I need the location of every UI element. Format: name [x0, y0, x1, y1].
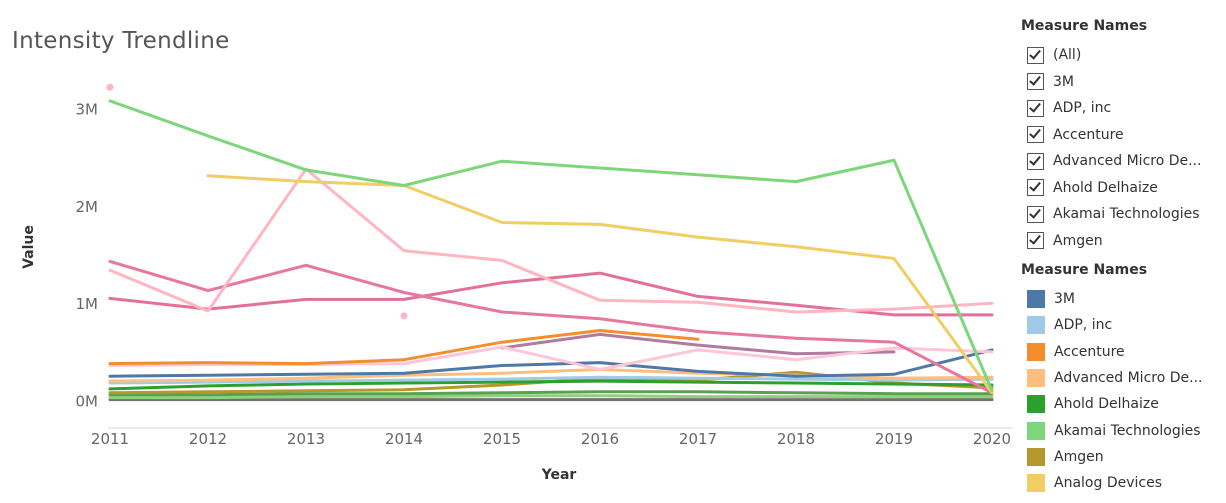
- legend-swatch: [1027, 395, 1045, 414]
- checkbox-checked-icon[interactable]: [1027, 205, 1044, 223]
- y-tick-label: 2M: [76, 198, 99, 216]
- y-tick-label: 0M: [76, 393, 99, 411]
- x-tick-label: 2019: [875, 430, 913, 448]
- checkbox-checked-icon[interactable]: [1027, 99, 1044, 117]
- legend-swatch: [1027, 290, 1045, 309]
- legend-item[interactable]: ADP, inc: [1021, 312, 1221, 338]
- data-point: [106, 83, 114, 91]
- series-line: [108, 394, 994, 400]
- checkbox-checked-icon[interactable]: [1027, 126, 1044, 144]
- x-tick-label: 2018: [777, 430, 815, 448]
- filter-item-label: (All): [1053, 47, 1082, 64]
- legend-item-label: Accenture: [1054, 343, 1125, 360]
- series-line: [500, 332, 896, 356]
- checkbox-checked-icon[interactable]: [1027, 152, 1044, 170]
- series-line: [108, 167, 994, 314]
- filter-item-label: ADP, inc: [1053, 100, 1112, 117]
- series-line: [206, 174, 994, 395]
- series-line: [108, 375, 994, 385]
- y-tick-label: 1M: [76, 295, 99, 313]
- legend-swatch: [1027, 421, 1045, 440]
- legend-item[interactable]: Accenture: [1021, 339, 1221, 365]
- x-axis-title: Year: [541, 467, 577, 483]
- checkbox-checked-icon[interactable]: [1027, 179, 1044, 197]
- legend-item-label: Analog Devices: [1054, 475, 1162, 492]
- legend-swatch: [1027, 369, 1045, 388]
- x-tick-label: 2011: [91, 430, 129, 448]
- legend-item-label: ADP, inc: [1054, 317, 1113, 334]
- filter-item-label: Ahold Delhaize: [1053, 179, 1158, 196]
- legend-swatch: [1027, 342, 1045, 361]
- filter-item[interactable]: ADP, inc: [1021, 95, 1221, 122]
- x-tick-label: 2020: [973, 430, 1011, 448]
- y-tick-label: 3M: [76, 101, 99, 119]
- series-line: [108, 99, 994, 393]
- filter-item-label: Akamai Technologies: [1053, 206, 1200, 223]
- series-line: [108, 379, 994, 391]
- x-tick-label: 2012: [189, 430, 227, 448]
- filter-item-label: Accenture: [1053, 126, 1124, 143]
- x-tick-label: 2015: [483, 430, 521, 448]
- legend-item[interactable]: Analog Devices: [1021, 470, 1221, 496]
- filter-item[interactable]: Ahold Delhaize: [1021, 175, 1221, 202]
- legend-item-label: 3M: [1054, 291, 1075, 308]
- legend-item-label: Advanced Micro De...: [1054, 370, 1203, 387]
- legend-title: Measure Names: [1021, 262, 1148, 278]
- legend-item[interactable]: Advanced Micro De...: [1021, 365, 1221, 391]
- filter-item-label: Amgen: [1053, 232, 1103, 249]
- legend-item-label: Amgen: [1054, 448, 1104, 465]
- series-line: [108, 329, 700, 366]
- filter-item[interactable]: Accenture: [1021, 122, 1221, 149]
- x-tick-label: 2017: [679, 430, 717, 448]
- checkbox-checked-icon[interactable]: [1027, 46, 1044, 64]
- filter-item[interactable]: 3M: [1021, 69, 1221, 96]
- filter-item-label: Advanced Micro De...: [1053, 153, 1202, 170]
- x-tick-label: 2013: [287, 430, 325, 448]
- chart-title: Intensity Trendline: [12, 28, 230, 54]
- data-point: [400, 312, 408, 320]
- legend-item-label: Ahold Delhaize: [1054, 396, 1159, 413]
- legend-item[interactable]: Ahold Delhaize: [1021, 391, 1221, 417]
- x-tick-label: 2014: [385, 430, 423, 448]
- legend-swatch: [1027, 447, 1045, 466]
- legend-item-label: Akamai Technologies: [1054, 422, 1201, 439]
- legend-swatch: [1027, 474, 1045, 493]
- series-line: [108, 345, 994, 371]
- filter-item[interactable]: Akamai Technologies: [1021, 201, 1221, 228]
- legend-swatch: [1027, 316, 1045, 335]
- measure-names-filter: Measure Names (All) 3M ADP, inc Accenture Ad…: [1021, 18, 1221, 254]
- filter-item[interactable]: Amgen: [1021, 228, 1221, 255]
- series-line: [108, 390, 994, 397]
- measure-names-legend: Measure Names 3M ADP, inc Accenture Advance…: [1021, 262, 1221, 496]
- series-line: [108, 348, 994, 378]
- y-axis-title: Value: [21, 225, 37, 269]
- checkbox-checked-icon[interactable]: [1027, 73, 1044, 91]
- filter-item[interactable]: Advanced Micro De...: [1021, 148, 1221, 175]
- line-chart: 0M 1M 2M 3M 2011 2012 2013 2014 2015 2016 2017 2018…: [21, 83, 1013, 483]
- legend-item[interactable]: Akamai Technologies: [1021, 417, 1221, 443]
- filter-item-label: 3M: [1053, 73, 1074, 90]
- legend-item[interactable]: Amgen: [1021, 444, 1221, 470]
- filter-item[interactable]: (All): [1021, 42, 1221, 69]
- x-tick-label: 2016: [581, 430, 619, 448]
- filter-title: Measure Names: [1021, 18, 1148, 34]
- checkbox-checked-icon[interactable]: [1027, 232, 1044, 250]
- legend-item[interactable]: 3M: [1021, 286, 1221, 312]
- series-line: [108, 259, 994, 395]
